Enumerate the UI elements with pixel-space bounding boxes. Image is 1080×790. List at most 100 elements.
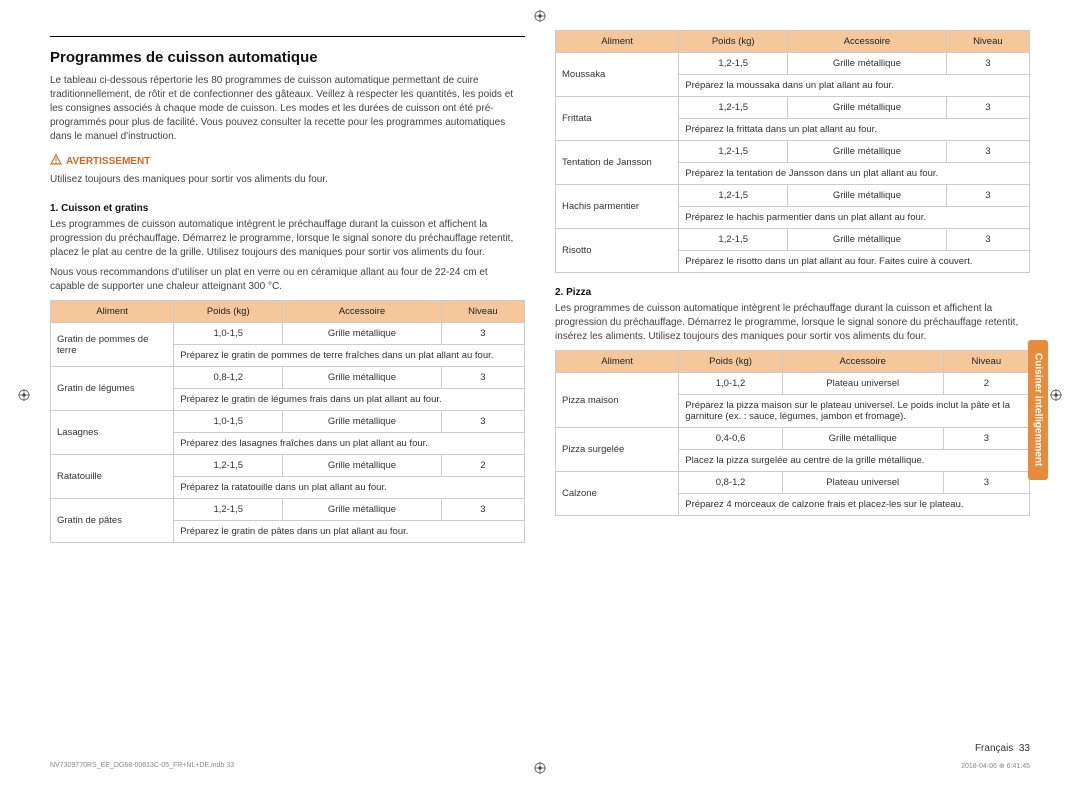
- col-niveau: Niveau: [441, 301, 524, 323]
- cell-accessoire: Grille métallique: [788, 141, 947, 163]
- cell-aliment: Tentation de Jansson: [556, 141, 679, 185]
- cell-accessoire: Grille métallique: [283, 499, 442, 521]
- cell-niveau: 3: [441, 411, 524, 433]
- cell-desc: Préparez le gratin de pommes de terre fr…: [174, 345, 525, 367]
- cell-desc: Préparez le hachis parmentier dans un pl…: [679, 207, 1030, 229]
- cell-aliment: Moussaka: [556, 53, 679, 97]
- table-row: Gratin de pommes de terre1,0-1,5Grille m…: [51, 323, 525, 345]
- col-aliment: Aliment: [556, 31, 679, 53]
- cell-niveau: 3: [943, 472, 1029, 494]
- warning-text: Utilisez toujours des maniques pour sort…: [50, 173, 525, 187]
- cell-niveau: 3: [946, 229, 1029, 251]
- cell-poids: 1,2-1,5: [174, 499, 283, 521]
- cell-poids: 1,2-1,5: [679, 141, 788, 163]
- table-row: Risotto1,2-1,5Grille métallique3: [556, 229, 1030, 251]
- subdesc-2: Les programmes de cuisson automatique in…: [555, 302, 1030, 344]
- col-accessoire: Accessoire: [782, 351, 943, 373]
- cell-niveau: 3: [946, 53, 1029, 75]
- left-column: Programmes de cuisson automatique Le tab…: [50, 30, 525, 723]
- cell-niveau: 2: [441, 455, 524, 477]
- col-poids: Poids (kg): [679, 351, 783, 373]
- cell-aliment: Pizza maison: [556, 373, 679, 428]
- subdesc-1b: Nous vous recommandons d'utiliser un pla…: [50, 266, 525, 294]
- cell-desc: Placez la pizza surgelée au centre de la…: [679, 450, 1030, 472]
- footer-lang: Français: [975, 743, 1013, 754]
- subdesc-1a: Les programmes de cuisson automatique in…: [50, 218, 525, 260]
- cell-accessoire: Grille métallique: [283, 455, 442, 477]
- table-row: Ratatouille1,2-1,5Grille métallique2: [51, 455, 525, 477]
- cell-desc: Préparez 4 morceaux de calzone frais et …: [679, 494, 1030, 516]
- cell-niveau: 3: [441, 323, 524, 345]
- section-title: Programmes de cuisson automatique: [50, 49, 525, 66]
- cell-niveau: 2: [943, 373, 1029, 395]
- table-row: Tentation de Jansson1,2-1,5Grille métall…: [556, 141, 1030, 163]
- cell-aliment: Lasagnes: [51, 411, 174, 455]
- cell-niveau: 3: [946, 185, 1029, 207]
- table-row: Lasagnes1,0-1,5Grille métallique3: [51, 411, 525, 433]
- table-row: Pizza surgelée0,4-0,6Grille métallique3: [556, 428, 1030, 450]
- cell-accessoire: Grille métallique: [283, 367, 442, 389]
- table-cuisson-gratins: Aliment Poids (kg) Accessoire Niveau Gra…: [50, 300, 525, 543]
- subheading-1: 1. Cuisson et gratins: [50, 203, 525, 214]
- fineprint-left: NV7309770RS_EE_DG68-00613C-05_FR+NL+DE.i…: [50, 762, 234, 770]
- table-row: Calzone0,8-1,2Plateau universel3: [556, 472, 1030, 494]
- cell-poids: 1,0-1,5: [174, 323, 283, 345]
- cell-accessoire: Plateau universel: [782, 373, 943, 395]
- registration-mark-icon: [534, 10, 546, 22]
- footer-page: 33: [1019, 743, 1030, 754]
- side-tab: Cuisiner intelligemment: [1028, 340, 1048, 480]
- col-niveau: Niveau: [943, 351, 1029, 373]
- cell-desc: Préparez la moussaka dans un plat allant…: [679, 75, 1030, 97]
- cell-poids: 0,8-1,2: [174, 367, 283, 389]
- cell-poids: 1,2-1,5: [679, 229, 788, 251]
- cell-aliment: Hachis parmentier: [556, 185, 679, 229]
- col-poids: Poids (kg): [679, 31, 788, 53]
- cell-poids: 1,0-1,5: [174, 411, 283, 433]
- cell-aliment: Calzone: [556, 472, 679, 516]
- cell-desc: Préparez le gratin de légumes frais dans…: [174, 389, 525, 411]
- cell-accessoire: Grille métallique: [788, 185, 947, 207]
- fineprint-right: 2018-04-06 ⊕ 6:41:45: [961, 762, 1030, 770]
- cell-desc: Préparez la pizza maison sur le plateau …: [679, 395, 1030, 428]
- cell-poids: 1,0-1,2: [679, 373, 783, 395]
- cell-accessoire: Plateau universel: [782, 472, 943, 494]
- col-accessoire: Accessoire: [788, 31, 947, 53]
- page-footer: Français 33: [50, 723, 1030, 754]
- cell-desc: Préparez la ratatouille dans un plat all…: [174, 477, 525, 499]
- cell-desc: Préparez la frittata dans un plat allant…: [679, 119, 1030, 141]
- cell-aliment: Gratin de pâtes: [51, 499, 174, 543]
- registration-mark-icon: [534, 762, 546, 774]
- table-row: Hachis parmentier1,2-1,5Grille métalliqu…: [556, 185, 1030, 207]
- col-aliment: Aliment: [556, 351, 679, 373]
- col-poids: Poids (kg): [174, 301, 283, 323]
- page-body: Programmes de cuisson automatique Le tab…: [0, 0, 1080, 790]
- registration-mark-icon: [1050, 389, 1062, 401]
- table-row: Moussaka1,2-1,5Grille métallique3: [556, 53, 1030, 75]
- col-accessoire: Accessoire: [283, 301, 442, 323]
- intro-paragraph: Le tableau ci-dessous répertorie les 80 …: [50, 74, 525, 144]
- table-cuisson-suite: Aliment Poids (kg) Accessoire Niveau Mou…: [555, 30, 1030, 273]
- rule: [50, 36, 525, 37]
- cell-accessoire: Grille métallique: [283, 411, 442, 433]
- warning-icon: [50, 154, 62, 169]
- warning-label: AVERTISSEMENT: [50, 154, 525, 169]
- table-pizza: Aliment Poids (kg) Accessoire Niveau Piz…: [555, 350, 1030, 516]
- cell-poids: 0,4-0,6: [679, 428, 783, 450]
- warning-text-label: AVERTISSEMENT: [66, 156, 150, 167]
- cell-poids: 1,2-1,5: [174, 455, 283, 477]
- cell-niveau: 3: [946, 141, 1029, 163]
- table-row: Gratin de pâtes1,2-1,5Grille métallique3: [51, 499, 525, 521]
- col-aliment: Aliment: [51, 301, 174, 323]
- cell-aliment: Gratin de pommes de terre: [51, 323, 174, 367]
- cell-accessoire: Grille métallique: [788, 53, 947, 75]
- cell-accessoire: Grille métallique: [788, 97, 947, 119]
- cell-poids: 1,2-1,5: [679, 97, 788, 119]
- cell-poids: 1,2-1,5: [679, 185, 788, 207]
- subheading-2: 2. Pizza: [555, 287, 1030, 298]
- cell-niveau: 3: [943, 428, 1029, 450]
- cell-accessoire: Grille métallique: [788, 229, 947, 251]
- cell-aliment: Pizza surgelée: [556, 428, 679, 472]
- cell-poids: 1,2-1,5: [679, 53, 788, 75]
- cell-aliment: Gratin de légumes: [51, 367, 174, 411]
- registration-mark-icon: [18, 389, 30, 401]
